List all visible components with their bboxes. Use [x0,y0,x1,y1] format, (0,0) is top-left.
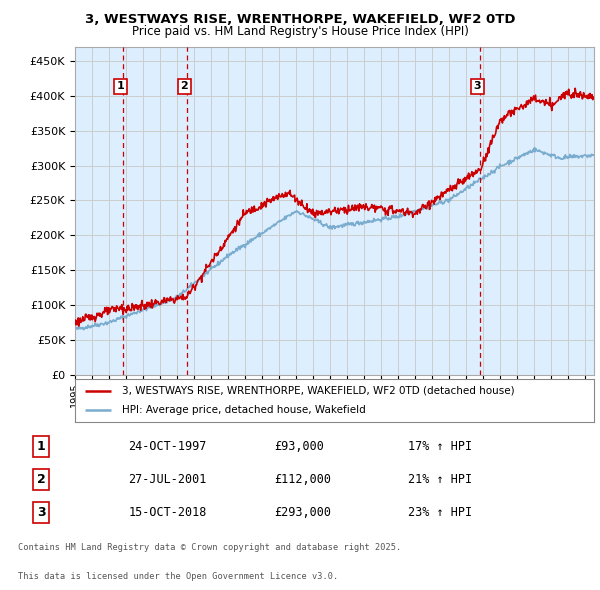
Text: 27-JUL-2001: 27-JUL-2001 [128,473,207,486]
Text: 2: 2 [37,473,46,486]
Text: Price paid vs. HM Land Registry's House Price Index (HPI): Price paid vs. HM Land Registry's House … [131,25,469,38]
Text: 21% ↑ HPI: 21% ↑ HPI [408,473,472,486]
Text: 1: 1 [116,81,124,91]
Text: 3, WESTWAYS RISE, WRENTHORPE, WAKEFIELD, WF2 0TD: 3, WESTWAYS RISE, WRENTHORPE, WAKEFIELD,… [85,13,515,26]
Text: This data is licensed under the Open Government Licence v3.0.: This data is licensed under the Open Gov… [18,572,338,581]
Text: £93,000: £93,000 [274,440,324,453]
Text: 23% ↑ HPI: 23% ↑ HPI [408,506,472,519]
Text: 3: 3 [473,81,481,91]
Text: 3: 3 [37,506,46,519]
Text: 24-OCT-1997: 24-OCT-1997 [128,440,207,453]
Text: 3, WESTWAYS RISE, WRENTHORPE, WAKEFIELD, WF2 0TD (detached house): 3, WESTWAYS RISE, WRENTHORPE, WAKEFIELD,… [122,386,514,396]
Text: 2: 2 [181,81,188,91]
Text: HPI: Average price, detached house, Wakefield: HPI: Average price, detached house, Wake… [122,405,365,415]
Text: £112,000: £112,000 [274,473,331,486]
Text: 1: 1 [37,440,46,453]
Text: Contains HM Land Registry data © Crown copyright and database right 2025.: Contains HM Land Registry data © Crown c… [18,543,401,552]
Text: 15-OCT-2018: 15-OCT-2018 [128,506,207,519]
Text: 17% ↑ HPI: 17% ↑ HPI [408,440,472,453]
Text: £293,000: £293,000 [274,506,331,519]
